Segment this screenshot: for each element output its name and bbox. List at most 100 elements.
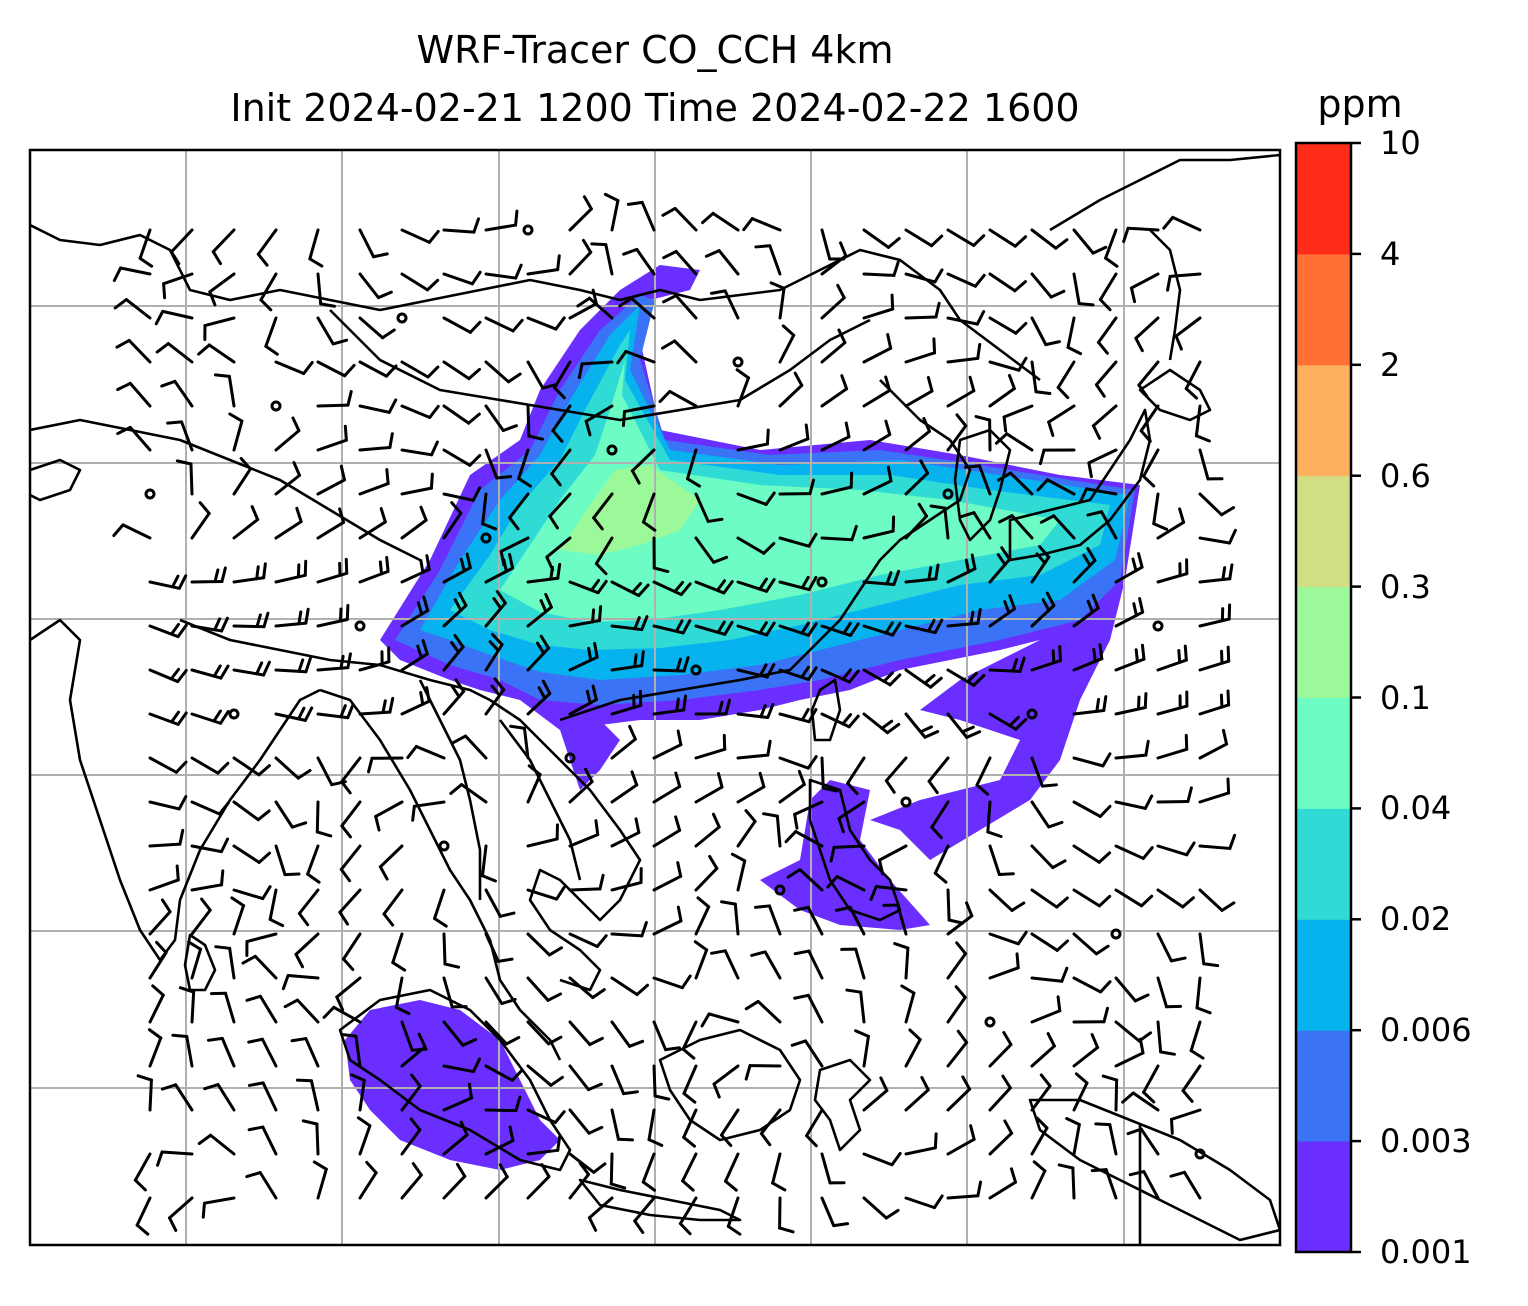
- wind-barb: [312, 1160, 328, 1200]
- coast-sumatra: [338, 988, 572, 1172]
- border-mongolia: [329, 309, 871, 422]
- wind-barb: [451, 734, 488, 760]
- wind-barb: [190, 709, 230, 725]
- colorbar-segment: [1296, 1030, 1351, 1142]
- wind-barb: [900, 984, 916, 1024]
- plume-sumatra: [345, 1000, 560, 1170]
- wind-barb: [927, 756, 950, 795]
- colorbar-segment: [1296, 919, 1351, 1031]
- wind-barb: [148, 864, 180, 892]
- wind-barb: [484, 448, 513, 480]
- wind-barb: [209, 991, 236, 1024]
- wind-barb: [203, 1083, 236, 1112]
- wind-barb: [929, 504, 950, 540]
- wind-barb: [294, 932, 320, 969]
- wind-barb: [1114, 739, 1150, 760]
- wind-barb: [820, 1196, 850, 1228]
- wind-barb: [633, 1196, 656, 1234]
- wind-barb: [568, 932, 608, 948]
- wind-barb: [712, 1064, 740, 1099]
- wind-barb: [1156, 888, 1195, 909]
- wind-barb: [904, 268, 944, 284]
- wind-barb: [135, 1196, 152, 1236]
- wind-barb: [829, 844, 866, 863]
- wind-barb: [652, 580, 692, 597]
- wind-barb: [1156, 976, 1183, 1009]
- wind-barb: [584, 404, 614, 437]
- wind-barb: [1056, 360, 1076, 400]
- wind-barb: [1156, 841, 1196, 857]
- wind-barb: [356, 1116, 372, 1156]
- wind-barb: [694, 492, 724, 523]
- wind-barb: [986, 800, 1003, 839]
- wind-barb: [590, 242, 614, 276]
- wind-barb: [1198, 728, 1229, 760]
- wind-barb: [1090, 1168, 1118, 1200]
- wind-barb: [862, 333, 893, 364]
- colorbar-tick-label: 2: [1380, 345, 1401, 384]
- wind-barb: [736, 663, 776, 679]
- wind-barb: [652, 694, 688, 716]
- wind-barb: [526, 1134, 562, 1156]
- wind-barb: [1030, 800, 1064, 829]
- wind-barb: [1174, 316, 1202, 351]
- wind-barb: [1072, 695, 1108, 716]
- wind-barb: [626, 200, 656, 232]
- wind-barb: [568, 288, 598, 320]
- wind-barb: [526, 679, 552, 716]
- wind-barb: [862, 569, 901, 586]
- wind-barb: [509, 724, 530, 760]
- wind-barb: [652, 905, 683, 936]
- wind-barb: [694, 733, 727, 760]
- wind-barb: [744, 999, 782, 1024]
- coast-srilanka: [183, 933, 217, 992]
- wind-barb: [1094, 1122, 1118, 1156]
- wind-barb: [1181, 1064, 1202, 1103]
- coast-china-south: [559, 518, 931, 722]
- wind-barb: [820, 374, 849, 408]
- coast-sakhalin: [1149, 229, 1182, 361]
- wind-barb: [228, 412, 244, 452]
- wind-barb: [1128, 1170, 1160, 1200]
- calm-wind-marker: [900, 796, 912, 808]
- wind-barb: [187, 940, 203, 980]
- wind-barb: [340, 1032, 362, 1068]
- wind-barb: [268, 888, 285, 928]
- wind-barb: [820, 241, 848, 276]
- wind-barb: [884, 756, 908, 794]
- wind-barb: [232, 505, 260, 540]
- wind-barb: [682, 1064, 698, 1104]
- wind-barb: [484, 590, 507, 628]
- wind-barb: [374, 800, 404, 832]
- wind-barb: [750, 950, 782, 980]
- wind-barb: [335, 976, 362, 1012]
- wind-barb: [616, 349, 656, 365]
- wind-barb: [442, 591, 468, 628]
- wind-barb: [759, 1108, 782, 1147]
- wind-barb: [904, 1028, 922, 1068]
- wind-barb: [241, 954, 278, 980]
- wind-barb: [526, 592, 553, 628]
- wind-barb: [148, 984, 165, 1024]
- wind-barb: [1079, 487, 1118, 504]
- wind-barb: [400, 554, 431, 584]
- wind-barb: [1072, 228, 1108, 255]
- wind-barb: [778, 532, 818, 548]
- wind-barb: [160, 1083, 194, 1112]
- wind-barb: [845, 988, 866, 1024]
- wind-barb: [148, 795, 188, 811]
- wind-barb: [526, 932, 564, 957]
- wind-barb: [1195, 976, 1212, 1015]
- wind-barb: [662, 294, 698, 320]
- wind-barb: [694, 698, 732, 716]
- wind-barb: [358, 272, 393, 300]
- wind-barb: [1094, 360, 1118, 398]
- wind-barb: [1198, 833, 1237, 850]
- wind-barb: [400, 440, 439, 457]
- calm-wind-marker: [480, 532, 492, 544]
- wind-barb: [484, 1020, 521, 1046]
- wind-barb: [400, 360, 440, 379]
- wind-barb: [1156, 507, 1186, 540]
- wind-barb: [946, 668, 986, 687]
- wind-barb: [1184, 360, 1202, 400]
